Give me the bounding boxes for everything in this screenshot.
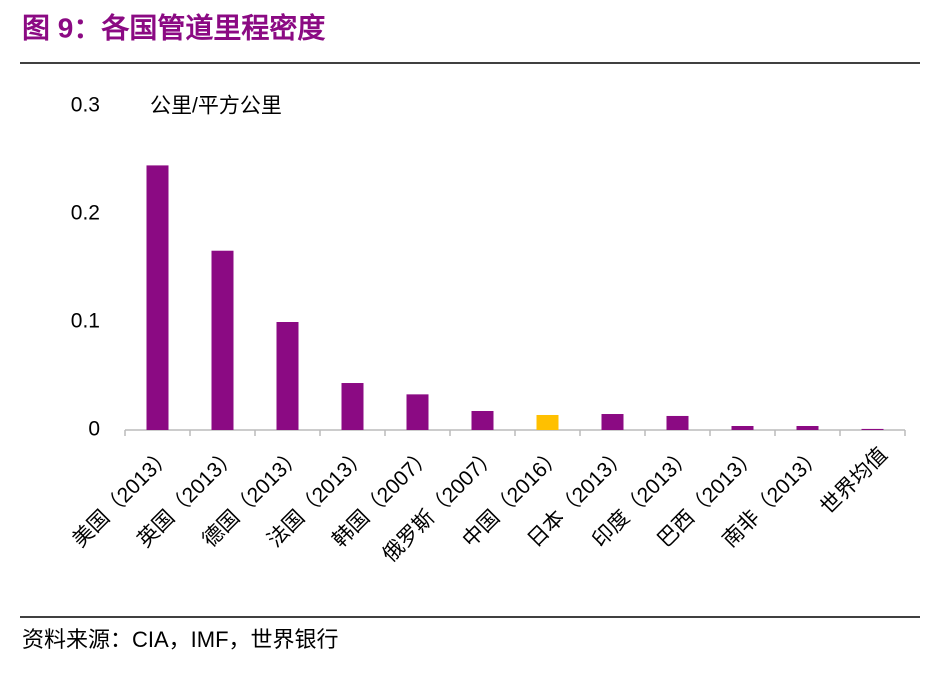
- bar: [146, 165, 169, 430]
- bar: [796, 426, 819, 430]
- source-note: 资料来源：CIA，IMF，世界银行: [22, 627, 339, 652]
- x-tick-label: 俄罗斯（2007）: [378, 443, 502, 567]
- bar: [406, 394, 429, 430]
- bar: [731, 426, 754, 430]
- bar: [536, 414, 559, 430]
- y-tick-label: 0: [88, 418, 100, 441]
- bar: [211, 250, 234, 430]
- bar: [861, 428, 884, 430]
- y-tick-label: 0.2: [71, 202, 100, 225]
- x-tick-label: 世界均值: [816, 443, 892, 519]
- bar: [666, 415, 689, 430]
- bar: [276, 322, 299, 430]
- bar: [601, 414, 624, 430]
- chart-title: 图 9：各国管道里程密度: [22, 11, 325, 43]
- unit-label: 公里/平方公里: [150, 95, 282, 118]
- bar: [341, 383, 364, 430]
- y-tick-label: 0.1: [71, 310, 100, 333]
- y-tick-label: 0.3: [71, 94, 100, 117]
- bar: [471, 410, 494, 430]
